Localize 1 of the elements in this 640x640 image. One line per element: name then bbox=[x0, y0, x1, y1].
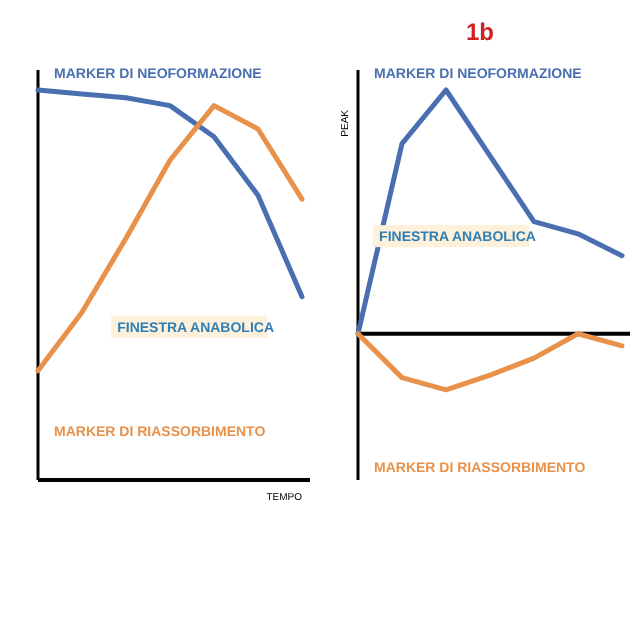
chart-title: 1b bbox=[465, 18, 495, 46]
